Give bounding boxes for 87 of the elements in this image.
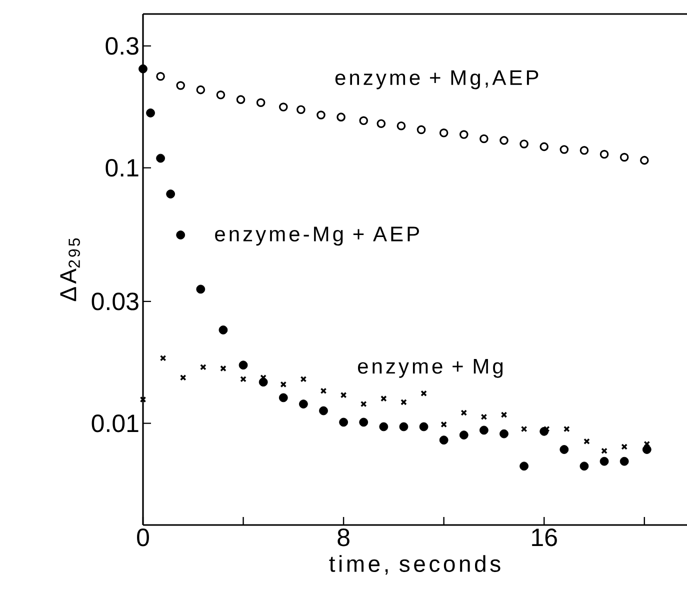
y-axis-title: ΔA$_{295}$ bbox=[60, 238, 80, 302]
point bbox=[560, 145, 569, 154]
point bbox=[560, 445, 569, 454]
point bbox=[520, 426, 528, 432]
point bbox=[379, 422, 388, 432]
point bbox=[480, 414, 488, 420]
point bbox=[520, 140, 528, 148]
point bbox=[336, 112, 346, 122]
point bbox=[419, 422, 428, 432]
point bbox=[156, 72, 165, 81]
y-tick-label: 0.03 bbox=[92, 292, 138, 310]
point bbox=[319, 406, 328, 416]
point bbox=[146, 108, 155, 118]
point bbox=[580, 462, 589, 471]
point bbox=[600, 456, 609, 466]
point bbox=[400, 399, 407, 406]
point bbox=[176, 230, 186, 240]
point bbox=[360, 400, 367, 408]
point bbox=[340, 392, 347, 398]
point bbox=[479, 426, 488, 435]
point bbox=[238, 360, 248, 370]
point bbox=[584, 438, 590, 445]
point bbox=[280, 381, 287, 388]
point bbox=[196, 284, 206, 294]
point bbox=[156, 154, 165, 163]
point bbox=[278, 393, 288, 402]
point bbox=[216, 90, 226, 100]
point bbox=[196, 85, 206, 94]
point bbox=[439, 128, 448, 138]
y-tick-label: 0.01 bbox=[92, 414, 138, 432]
point bbox=[460, 410, 468, 416]
point bbox=[520, 462, 529, 471]
point bbox=[620, 456, 629, 466]
point bbox=[296, 105, 306, 114]
point bbox=[564, 426, 570, 432]
point bbox=[500, 136, 508, 145]
point bbox=[420, 390, 427, 397]
point bbox=[300, 376, 307, 382]
point bbox=[500, 429, 508, 438]
x-tick-label: 8 bbox=[338, 528, 350, 546]
point bbox=[316, 110, 326, 120]
point bbox=[278, 102, 288, 112]
point bbox=[380, 395, 387, 402]
point bbox=[176, 81, 186, 90]
point bbox=[459, 430, 468, 440]
point bbox=[600, 150, 609, 159]
point bbox=[376, 119, 386, 128]
point bbox=[320, 388, 327, 394]
y-tick-label: 0.3 bbox=[106, 37, 138, 55]
y-tick-label: 0.1 bbox=[106, 158, 138, 177]
point bbox=[416, 125, 426, 134]
point bbox=[642, 445, 652, 454]
point bbox=[640, 156, 649, 165]
point bbox=[339, 418, 348, 427]
point bbox=[180, 374, 186, 381]
point bbox=[621, 444, 628, 450]
point bbox=[480, 134, 488, 144]
point bbox=[601, 448, 608, 454]
point bbox=[500, 412, 508, 418]
point bbox=[200, 364, 206, 370]
point bbox=[359, 116, 368, 126]
point bbox=[580, 146, 589, 155]
point bbox=[138, 64, 148, 74]
point bbox=[459, 130, 468, 139]
point bbox=[236, 95, 246, 104]
point bbox=[166, 190, 176, 198]
point bbox=[396, 121, 406, 130]
x-tick-label: 0 bbox=[137, 528, 149, 546]
point bbox=[220, 365, 226, 372]
x-tick-label: 16 bbox=[532, 528, 557, 546]
series-label: enzyme + Mg bbox=[358, 359, 503, 378]
point bbox=[256, 98, 266, 108]
series-label: enzyme + Mg,AEP bbox=[335, 70, 538, 90]
point bbox=[218, 326, 228, 334]
point bbox=[540, 142, 549, 152]
point bbox=[140, 396, 146, 403]
series-label: enzyme-Mg + AEP bbox=[215, 226, 419, 246]
point bbox=[240, 376, 246, 382]
point bbox=[298, 400, 308, 408]
point bbox=[399, 422, 408, 432]
point bbox=[543, 426, 550, 432]
point bbox=[439, 436, 448, 445]
point bbox=[620, 152, 629, 162]
point bbox=[160, 354, 166, 362]
point bbox=[359, 418, 368, 427]
point bbox=[440, 421, 447, 428]
x-axis-title: time, seconds bbox=[329, 555, 500, 575]
